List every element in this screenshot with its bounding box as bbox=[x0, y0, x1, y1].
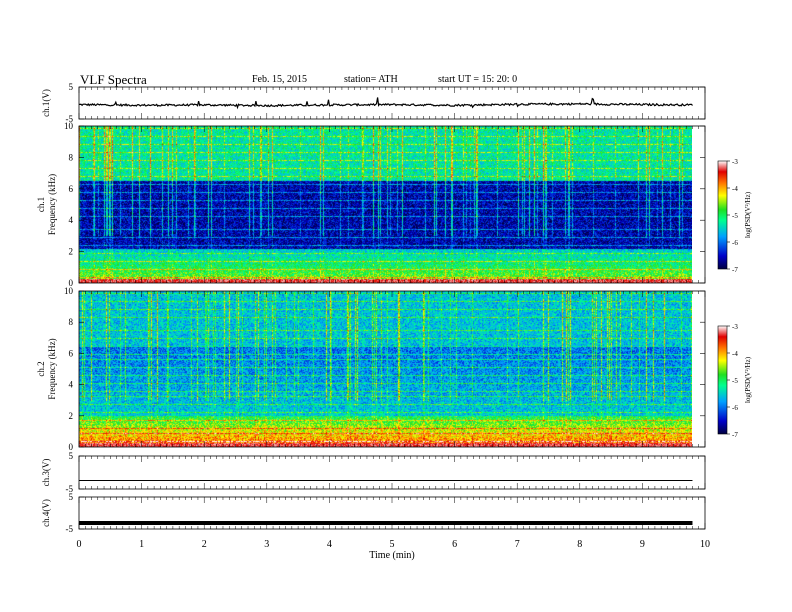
y-tick-label: 0 bbox=[69, 278, 74, 288]
y-tick-label: 8 bbox=[69, 317, 74, 327]
y-tick-label: -5 bbox=[66, 484, 74, 494]
y-axis-label: ch.3(V) bbox=[41, 459, 51, 487]
y-tick-label: 0 bbox=[69, 442, 74, 452]
y-axis-label: Frequency (kHz) bbox=[47, 338, 57, 399]
ch1-waveform bbox=[78, 97, 693, 110]
figure-title: VLF Spectra bbox=[80, 72, 147, 87]
station-label: station= ATH bbox=[344, 74, 398, 85]
y-axis-label: ch.4(V) bbox=[41, 499, 51, 527]
y-tick-label: 5 bbox=[69, 82, 74, 92]
x-axis-label: Time (min) bbox=[369, 550, 414, 561]
colorbar-label: log(PSD(V²/Hz) bbox=[744, 356, 752, 403]
x-tick-label: 5 bbox=[390, 539, 395, 550]
y-axis-label: ch.1 bbox=[36, 197, 46, 212]
colorbar-tick-label: -4 bbox=[732, 185, 738, 193]
y-tick-label: 10 bbox=[64, 286, 74, 296]
y-axis-label: ch.2 bbox=[36, 361, 46, 376]
y-tick-label: 6 bbox=[69, 348, 74, 358]
colorbar-tick-label: -3 bbox=[732, 323, 738, 331]
colorbar-tick-label: -5 bbox=[732, 212, 738, 220]
x-tick-label: 7 bbox=[515, 539, 520, 550]
colorbar-tick-label: -7 bbox=[732, 266, 738, 274]
colorbar-tick-label: -6 bbox=[732, 239, 738, 247]
y-tick-label: 5 bbox=[69, 492, 74, 502]
spectrogram-2 bbox=[79, 291, 692, 447]
x-tick-label: 6 bbox=[452, 539, 457, 550]
colorbar-tick-label: -5 bbox=[732, 377, 738, 385]
y-axis-label: Frequency (kHz) bbox=[47, 174, 57, 235]
x-tick-label: 9 bbox=[640, 539, 645, 550]
x-tick-label: 3 bbox=[264, 539, 269, 550]
colorbar-tick-label: -3 bbox=[732, 158, 738, 166]
y-tick-label: 2 bbox=[69, 247, 74, 257]
x-tick-label: 4 bbox=[327, 539, 332, 550]
y-tick-label: 4 bbox=[69, 215, 74, 225]
colorbar-tick-label: -6 bbox=[732, 404, 738, 412]
y-tick-label: 2 bbox=[69, 411, 74, 421]
y-tick-label: 10 bbox=[64, 121, 74, 131]
x-tick-label: 10 bbox=[700, 539, 710, 550]
colorbar-label: log(PSD(V²/Hz) bbox=[744, 191, 752, 238]
start-time-label: start UT = 15: 20: 0 bbox=[438, 74, 518, 85]
colorbar-tick-label: -4 bbox=[732, 350, 738, 358]
x-tick-label: 8 bbox=[577, 539, 582, 550]
colorbar-tick-label: -7 bbox=[732, 431, 738, 439]
y-tick-label: -5 bbox=[66, 524, 74, 534]
y-tick-label: 5 bbox=[69, 451, 74, 461]
spectrogram-1 bbox=[79, 126, 692, 283]
x-tick-label: 2 bbox=[202, 539, 207, 550]
colorbar-1 bbox=[717, 160, 728, 270]
x-tick-label: 0 bbox=[77, 539, 82, 550]
y-tick-label: 8 bbox=[69, 152, 74, 162]
y-axis-label: ch.1(V) bbox=[41, 89, 51, 117]
x-tick-label: 1 bbox=[139, 539, 144, 550]
date-label: Feb. 15, 2015 bbox=[252, 74, 307, 85]
y-tick-label: 4 bbox=[69, 380, 74, 390]
y-tick-label: 6 bbox=[69, 184, 74, 194]
colorbar-2 bbox=[717, 325, 728, 435]
y-tick-label: -5 bbox=[66, 114, 74, 124]
